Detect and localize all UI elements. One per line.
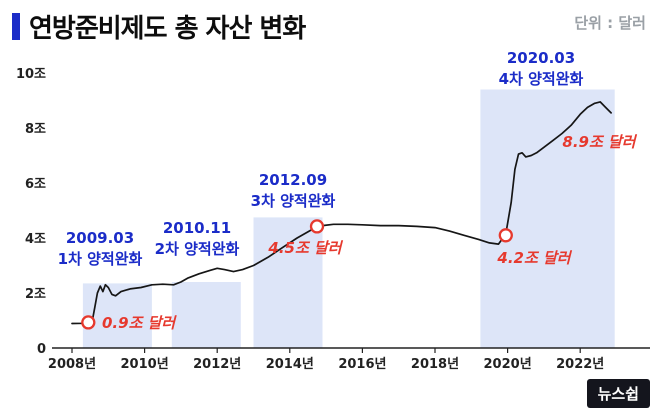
y-tick-label: 4조 xyxy=(25,232,46,247)
x-tick-label: 2018년 xyxy=(411,357,459,372)
x-tick-label: 2016년 xyxy=(338,357,386,372)
qe-highlight-region xyxy=(480,89,615,348)
x-tick-label: 2014년 xyxy=(266,357,314,372)
qe-highlight-region xyxy=(253,217,323,348)
qe-highlight-region xyxy=(171,282,241,348)
event-marker xyxy=(309,219,325,234)
chart-header: 연방준비제도 총 자산 변화 xyxy=(12,8,306,45)
title-accent-bar xyxy=(12,13,20,40)
newsship-logo: 뉴스쉽 xyxy=(586,379,650,408)
y-tick-label: 8조 xyxy=(25,122,46,137)
page-title: 연방준비제도 총 자산 변화 xyxy=(29,14,306,44)
event-marker xyxy=(81,315,96,330)
event-marker xyxy=(498,228,513,243)
x-tick-label: 2020년 xyxy=(484,357,532,372)
y-tick-label: 6조 xyxy=(25,177,46,192)
x-tick-label: 2008년 xyxy=(48,357,96,372)
y-tick-label: 2조 xyxy=(25,287,46,302)
x-tick-label: 2022년 xyxy=(556,357,604,372)
y-tick-label: 10조 xyxy=(16,67,46,82)
y-tick-label: 0 xyxy=(37,342,46,357)
unit-label: 단위 : 달러 xyxy=(574,14,646,32)
x-tick-label: 2012년 xyxy=(193,357,241,372)
x-tick-label: 2010년 xyxy=(121,357,169,372)
